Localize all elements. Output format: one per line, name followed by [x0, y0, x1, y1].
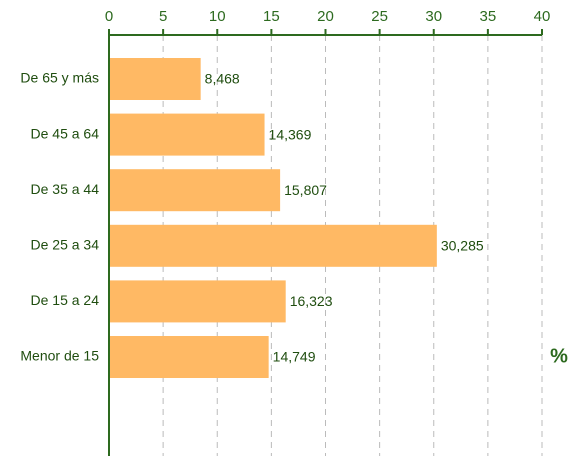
y-tick-label: De 35 a 44 — [31, 181, 100, 197]
bar — [109, 113, 265, 156]
value-label: 8,468 — [205, 71, 240, 87]
x-tick-label: 25 — [371, 8, 388, 25]
bar — [109, 336, 269, 378]
x-tick-label: 10 — [209, 8, 226, 25]
value-label: 30,285 — [441, 238, 484, 254]
value-label: 14,369 — [269, 126, 312, 142]
bar — [109, 58, 201, 100]
x-axis-label: % — [550, 345, 568, 367]
x-tick-label: 35 — [480, 8, 497, 25]
x-tick-label: 0 — [105, 8, 113, 25]
y-tick-label: De 65 y más — [20, 70, 99, 86]
bar — [109, 169, 281, 212]
y-tick-label: De 15 a 24 — [31, 292, 100, 308]
y-tick-label: De 45 a 64 — [31, 125, 100, 141]
x-tick-label: 40 — [534, 8, 551, 25]
value-label: 16,323 — [290, 293, 333, 309]
x-tick-label: 30 — [425, 8, 442, 25]
bar — [109, 224, 437, 267]
value-label: 14,749 — [273, 349, 316, 365]
x-tick-label: 15 — [263, 8, 280, 25]
bar — [109, 280, 286, 323]
value-label: 15,807 — [284, 182, 327, 198]
x-tick-label: 20 — [317, 8, 334, 25]
y-tick-label: De 25 a 34 — [31, 237, 100, 253]
y-tick-label: Menor de 15 — [20, 348, 99, 364]
x-tick-label: 5 — [159, 8, 167, 25]
